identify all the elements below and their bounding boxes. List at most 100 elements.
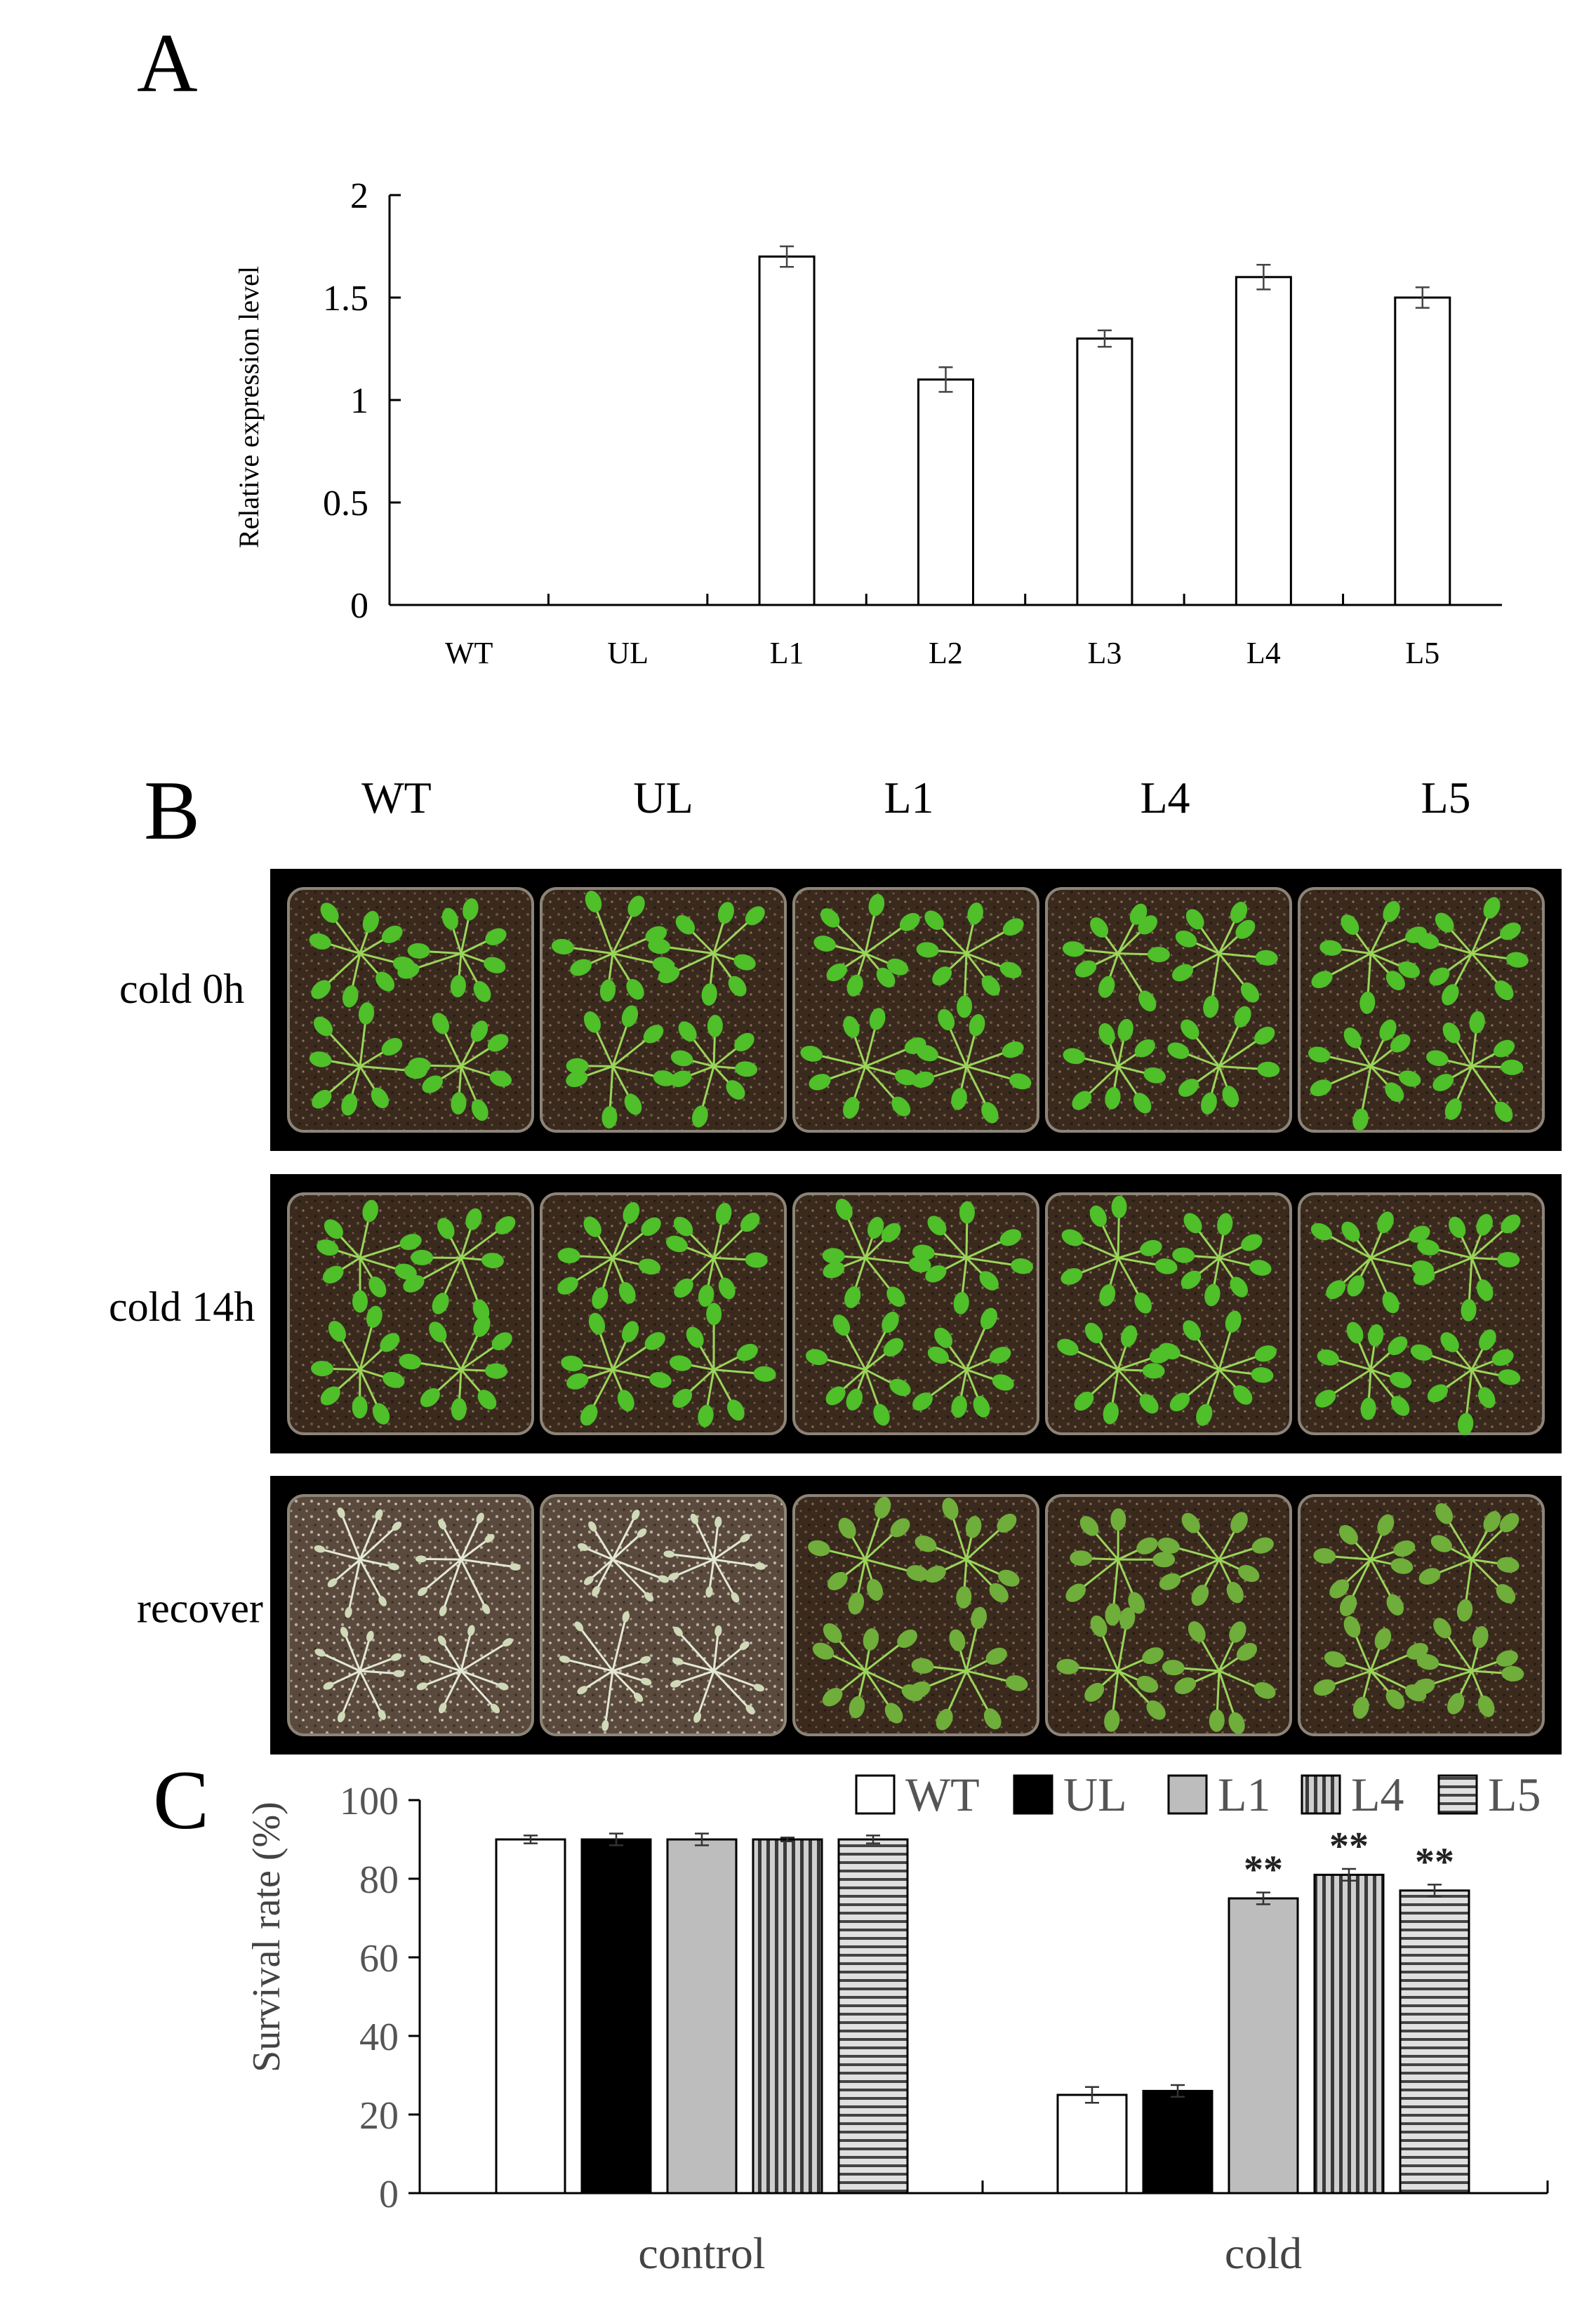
plant-leaf bbox=[1196, 1404, 1213, 1426]
plant-leaf bbox=[997, 1513, 1017, 1533]
plant-leaf bbox=[1479, 1329, 1496, 1351]
plant-leaf bbox=[1062, 941, 1085, 957]
plant-leaf bbox=[745, 906, 765, 926]
plant-leaf bbox=[1152, 1552, 1176, 1568]
plant-leaf bbox=[728, 976, 747, 997]
plant-leaf bbox=[1061, 1229, 1084, 1246]
plant-leaf bbox=[490, 1703, 500, 1714]
plant-petiole bbox=[460, 1559, 487, 1610]
plant-leaf bbox=[592, 1287, 609, 1310]
plant-leaf bbox=[1065, 1583, 1086, 1602]
plant-leaf bbox=[1390, 1396, 1410, 1416]
plant-leaf bbox=[392, 1522, 402, 1531]
plant-leaf bbox=[1056, 1658, 1079, 1675]
plant-leaf bbox=[1117, 1018, 1133, 1041]
plant-leaf bbox=[1074, 1391, 1094, 1411]
plant-leaf bbox=[992, 1374, 1014, 1391]
plant-leaf bbox=[601, 1106, 618, 1129]
plant-leaf bbox=[380, 1333, 400, 1352]
plant-leaf bbox=[999, 1229, 1022, 1246]
plant-leaf bbox=[381, 925, 403, 943]
plant-leaf bbox=[463, 898, 479, 921]
plant-leaf bbox=[1225, 1310, 1242, 1333]
plant-leaf bbox=[1491, 1349, 1514, 1366]
plant-leaf bbox=[314, 1649, 326, 1657]
plant-petiole bbox=[460, 1670, 504, 1688]
plant-leaf bbox=[1253, 1682, 1276, 1699]
plant-leaf bbox=[638, 1258, 661, 1275]
plant-leaf bbox=[393, 1670, 405, 1677]
plant-leaf bbox=[352, 1396, 368, 1419]
pot bbox=[1045, 887, 1292, 1133]
plant-leaf bbox=[1084, 1682, 1105, 1702]
plant-petiole bbox=[340, 1512, 361, 1560]
plant-leaf bbox=[388, 1563, 399, 1571]
pot bbox=[1298, 1192, 1545, 1435]
plant-leaf bbox=[969, 1014, 985, 1037]
plant-leaf bbox=[731, 1592, 740, 1603]
panel-label-b: B bbox=[144, 764, 200, 857]
plant-leaf bbox=[1226, 1581, 1244, 1604]
chart-a-y-tick-label: 2 bbox=[350, 176, 368, 216]
plant-leaf bbox=[1171, 964, 1194, 982]
plant-leaf bbox=[672, 1388, 693, 1408]
plant-leaf bbox=[375, 971, 395, 992]
plant-leaf bbox=[897, 1629, 917, 1649]
plant-leaf bbox=[570, 959, 592, 976]
chart-c-y-tick-label: 60 bbox=[359, 1937, 399, 1980]
plant-leaf bbox=[822, 1688, 843, 1707]
plant-leaf bbox=[624, 1093, 642, 1115]
plant-leaf bbox=[378, 1709, 386, 1720]
plant-petiole bbox=[441, 1639, 463, 1672]
plant-petiole bbox=[712, 1630, 719, 1672]
plant-leaf bbox=[1379, 1019, 1397, 1041]
plant-leaf bbox=[450, 975, 466, 998]
plant-leaf bbox=[1469, 1011, 1485, 1034]
plant-leaf bbox=[701, 983, 717, 1006]
plant-leaf bbox=[891, 1096, 911, 1117]
plant-leaf bbox=[643, 1025, 664, 1044]
plant-leaf bbox=[481, 1604, 491, 1615]
plant-leaf bbox=[1385, 1082, 1404, 1103]
chart-c-y-tick-label: 20 bbox=[359, 2094, 399, 2138]
plant-leaf bbox=[1501, 1214, 1521, 1234]
plant-leaf bbox=[1079, 1516, 1099, 1536]
plant-leaf bbox=[631, 1510, 640, 1521]
plant-leaf bbox=[1388, 1336, 1408, 1355]
plant-leaf bbox=[691, 1105, 708, 1128]
plant-leaf bbox=[1476, 1213, 1493, 1236]
plant-leaf bbox=[362, 1199, 378, 1223]
chart-c-bar bbox=[1228, 1897, 1299, 2195]
chart-c-bar bbox=[1056, 2093, 1128, 2195]
plant-leaf bbox=[827, 1571, 848, 1591]
plant-petiole bbox=[713, 1558, 761, 1568]
plant-leaf bbox=[1417, 1239, 1439, 1256]
plant-leaf bbox=[1352, 1108, 1369, 1131]
plant-leaf bbox=[1254, 1345, 1277, 1362]
plant-leaf bbox=[1477, 1387, 1496, 1409]
plant-leaf bbox=[959, 1201, 975, 1224]
plant-leaf bbox=[843, 1096, 860, 1119]
plant-leaf bbox=[375, 1509, 383, 1520]
chart-c-bar bbox=[1399, 1889, 1470, 2195]
plant-leaf bbox=[740, 1212, 760, 1232]
plant-leaf bbox=[971, 1606, 987, 1630]
plant-leaf bbox=[1386, 1594, 1404, 1616]
chart-a-x-tick-label: L1 bbox=[770, 636, 804, 670]
plant-leaf bbox=[574, 1621, 584, 1632]
plant-petiole bbox=[359, 1525, 398, 1561]
plant-leaf bbox=[627, 896, 645, 917]
plant-leaf bbox=[1162, 1660, 1185, 1676]
plant-leaf bbox=[942, 1498, 959, 1520]
plant-petiole bbox=[712, 1559, 736, 1598]
plant-leaf bbox=[967, 902, 983, 925]
plant-leaf bbox=[726, 1080, 745, 1100]
plant-petiole bbox=[359, 1656, 397, 1672]
legend-label: L1 bbox=[1218, 1768, 1271, 1821]
plant-leaf bbox=[876, 967, 896, 988]
plant-leaf bbox=[668, 1572, 679, 1581]
plant-leaf bbox=[371, 1087, 389, 1109]
plant-petiole bbox=[319, 1547, 361, 1561]
plant-leaf bbox=[1134, 1292, 1152, 1314]
plant-leaf bbox=[899, 912, 920, 931]
